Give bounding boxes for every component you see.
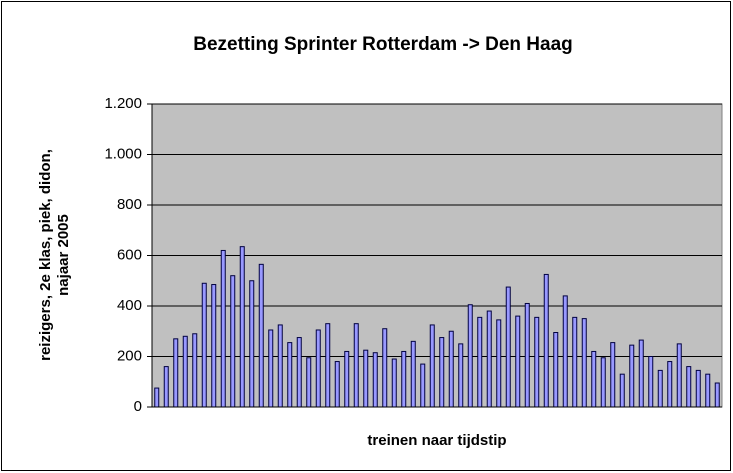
bar	[306, 357, 312, 408]
bar	[553, 332, 559, 408]
bar	[591, 350, 597, 408]
bar	[496, 319, 502, 408]
chart-title: Bezetting Sprinter Rotterdam -> Den Haag	[193, 34, 573, 55]
bar	[249, 280, 255, 408]
bar	[420, 363, 426, 408]
bar	[363, 349, 369, 408]
bar	[581, 318, 587, 408]
bar	[182, 335, 188, 408]
bar	[534, 316, 540, 408]
bar	[477, 316, 483, 408]
bar	[211, 284, 217, 408]
bar	[562, 295, 568, 408]
bar	[524, 302, 530, 408]
bar	[515, 315, 521, 408]
bar	[325, 323, 331, 408]
bar	[667, 361, 673, 408]
bar	[648, 356, 654, 408]
bar	[629, 344, 635, 408]
bar	[448, 330, 454, 408]
bar	[505, 286, 511, 408]
bar	[315, 329, 321, 408]
bar	[277, 324, 283, 408]
y-tick-label: 200	[117, 347, 142, 364]
y-axis-label: reizigers, 2e klas, piek, didon, najaar …	[37, 149, 72, 361]
bar	[268, 329, 274, 408]
x-axis-label: treinen naar tijdstip	[367, 432, 506, 449]
y-tick-label: 1.000	[104, 145, 142, 162]
bar	[467, 304, 473, 408]
bar	[657, 369, 663, 408]
bar	[572, 316, 578, 408]
bar	[163, 366, 169, 408]
bar	[458, 343, 464, 408]
bar	[410, 340, 416, 408]
bar	[543, 273, 549, 408]
bar	[287, 342, 293, 408]
bar	[201, 282, 207, 408]
bar	[154, 387, 160, 408]
bar	[173, 338, 179, 408]
bar	[638, 339, 644, 408]
bar	[334, 361, 340, 408]
bar	[486, 310, 492, 408]
bar	[439, 337, 445, 408]
bar	[372, 352, 378, 408]
bar	[714, 382, 720, 408]
y-tick-label: 400	[117, 297, 142, 314]
bar	[220, 249, 226, 408]
bar	[192, 333, 198, 408]
bar	[239, 246, 245, 408]
bar	[705, 373, 711, 408]
bar	[230, 275, 236, 408]
bar	[600, 357, 606, 408]
bar	[686, 366, 692, 408]
bar	[296, 337, 302, 408]
bar	[382, 328, 388, 408]
bar	[391, 358, 397, 408]
bar	[610, 342, 616, 408]
y-tick-label: 800	[117, 196, 142, 213]
y-tick-label: 1.200	[104, 95, 142, 112]
bar	[695, 369, 701, 408]
bar	[353, 323, 359, 408]
y-axis-label-line: najaar 2005	[55, 214, 72, 296]
bar	[619, 373, 625, 408]
y-tick-label: 600	[117, 246, 142, 263]
bar	[344, 350, 350, 408]
bar	[429, 324, 435, 408]
bar	[676, 343, 682, 408]
bar	[258, 263, 264, 408]
y-axis-label-line: reizigers, 2e klas, piek, didon,	[37, 149, 54, 361]
y-tick-label: 0	[134, 398, 142, 415]
bar	[401, 350, 407, 408]
